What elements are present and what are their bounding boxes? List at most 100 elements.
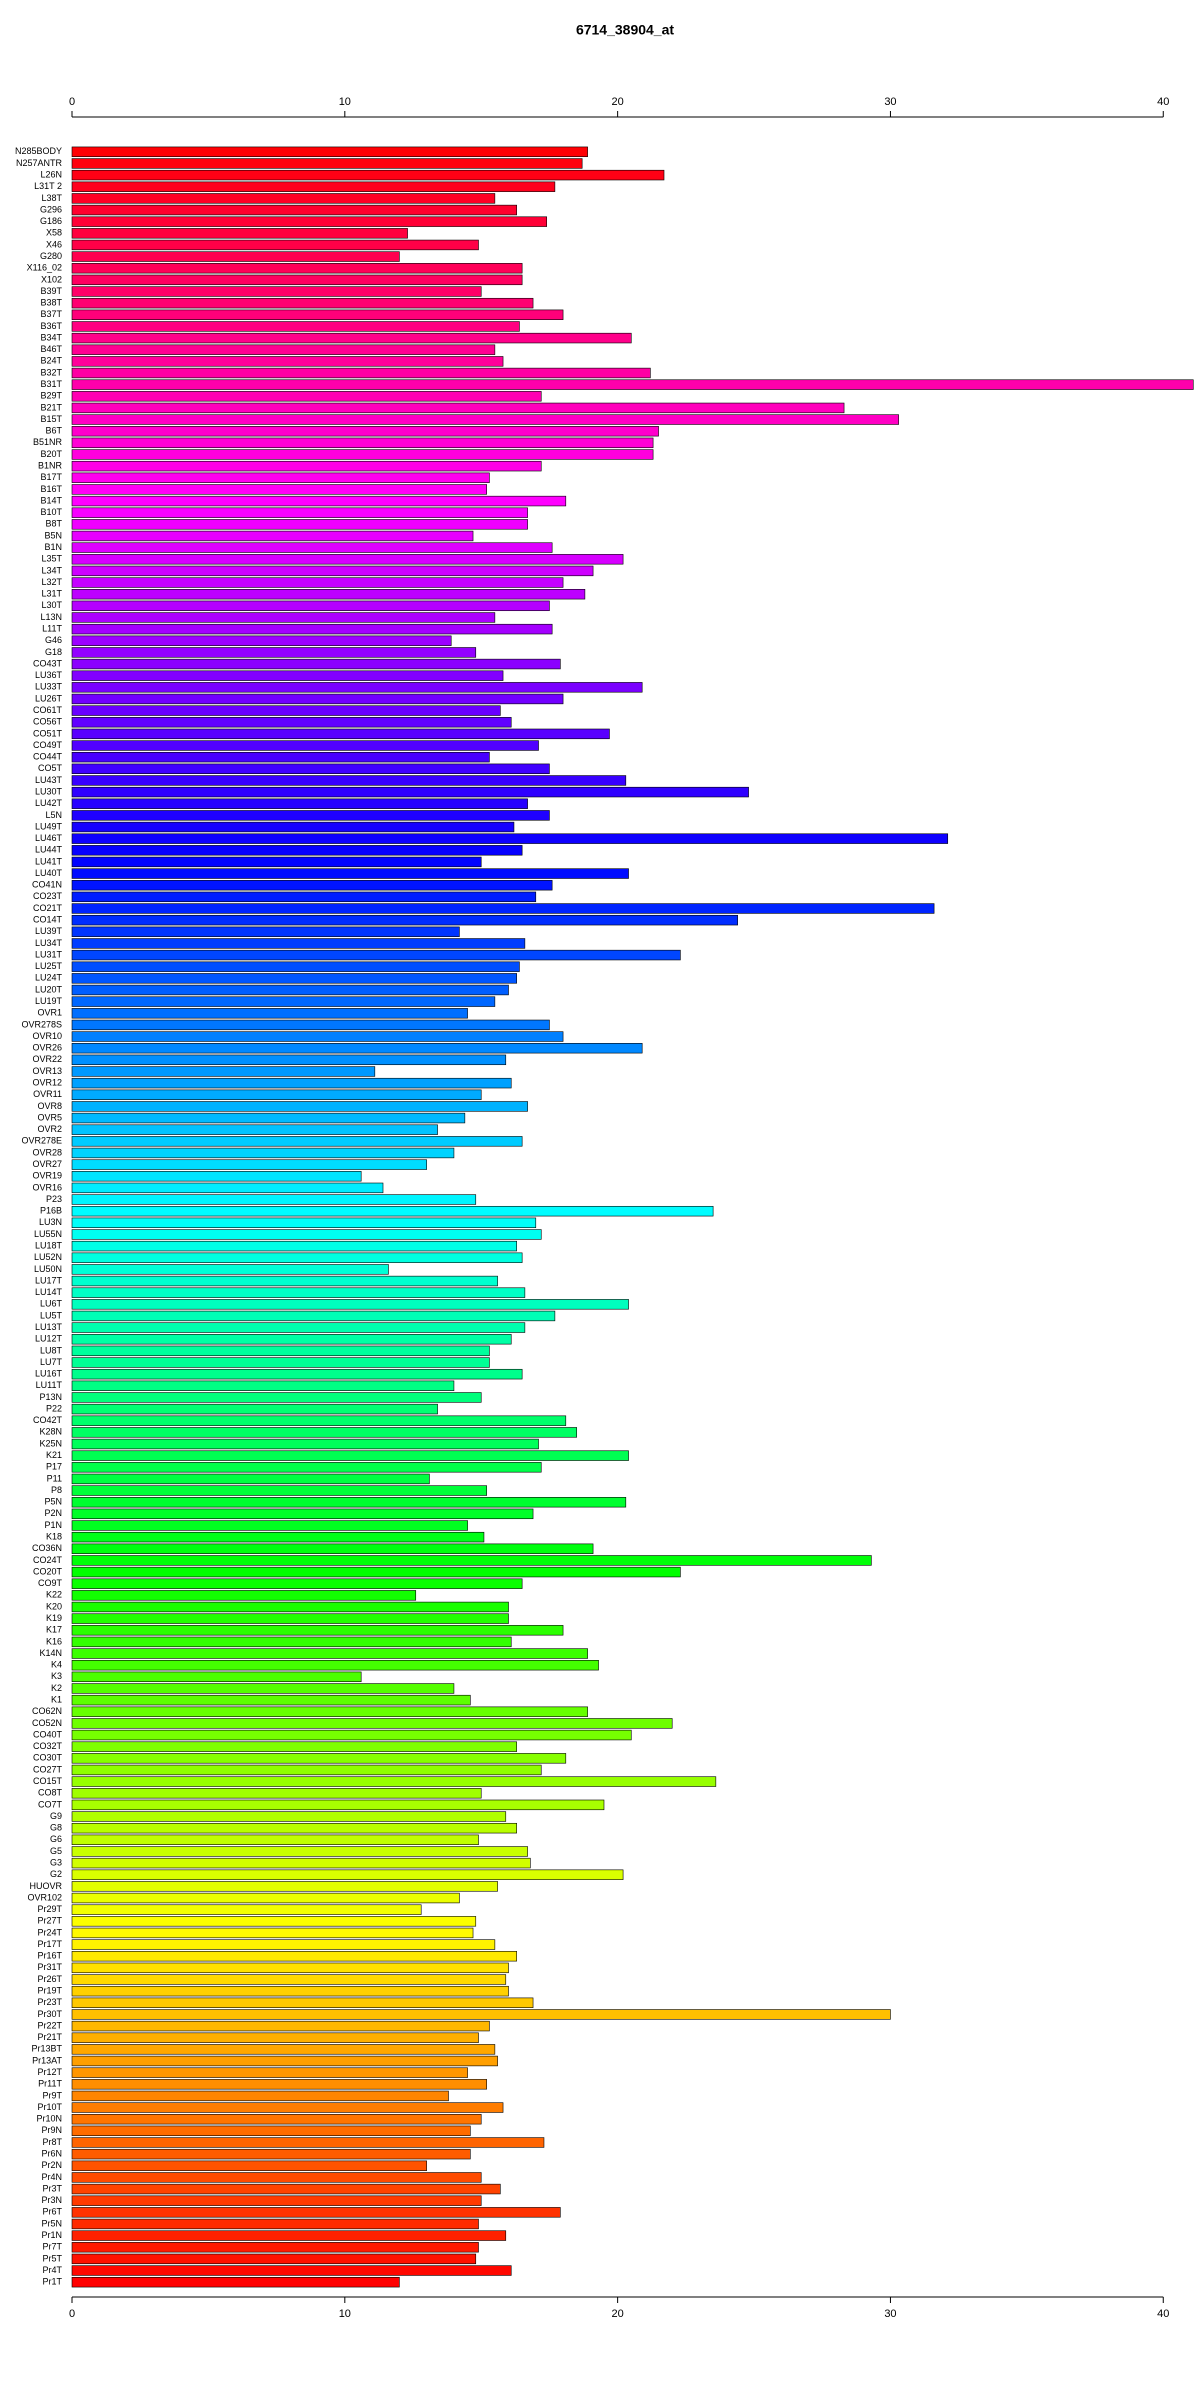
y-tick-label: Pr5T <box>42 2253 62 2263</box>
bar <box>71 821 515 833</box>
y-tick-label: B24T <box>40 356 62 366</box>
y-tick-label: OVR26 <box>32 1043 62 1053</box>
bar <box>71 1473 430 1485</box>
bar <box>71 2183 501 2195</box>
bar <box>71 1089 482 1100</box>
y-tick-label: LU25T <box>35 961 63 971</box>
y-tick-label: CO49T <box>33 740 63 750</box>
bar <box>71 2090 449 2102</box>
bar <box>71 216 547 227</box>
bar <box>71 1799 605 1811</box>
y-tick-label: LU44T <box>35 845 63 855</box>
y-tick-label: Pr8T <box>42 2137 62 2147</box>
bar <box>71 740 539 751</box>
bar <box>71 263 523 274</box>
y-tick-label: K1 <box>51 1694 62 1704</box>
y-tick-label: Pr13AT <box>32 2055 62 2065</box>
y-tick-label: K28N <box>39 1427 62 1437</box>
bar <box>71 1764 542 1776</box>
y-tick-label: B8T <box>45 519 62 529</box>
y-tick-label: N257ANTR <box>16 158 63 168</box>
bar <box>71 449 654 460</box>
y-tick-label: Pr10N <box>36 2114 62 2124</box>
bar <box>71 1077 512 1089</box>
bar <box>71 1811 507 1822</box>
bar <box>71 1660 599 1671</box>
bar <box>71 763 550 774</box>
bar <box>71 635 452 646</box>
bar <box>71 1124 438 1135</box>
bar <box>71 1741 517 1752</box>
bar <box>71 169 665 181</box>
y-tick-label: Pr27T <box>37 1916 62 1926</box>
bar <box>71 426 659 437</box>
y-tick-label: Pr11T <box>38 2079 62 2089</box>
bar <box>71 274 523 286</box>
bar <box>71 1403 438 1415</box>
bar <box>71 1450 629 1461</box>
y-tick-label: G5 <box>50 1846 62 1856</box>
y-tick-label: B21T <box>40 402 62 412</box>
x-tick-label: 40 <box>1157 96 1169 108</box>
y-tick-label: B15T <box>40 414 62 424</box>
bar <box>71 1031 564 1042</box>
bar <box>71 1438 539 1450</box>
y-tick-label: L31T <box>41 589 62 599</box>
bar <box>71 2125 471 2137</box>
y-tick-label: CO62N <box>32 1706 62 1716</box>
bar <box>71 309 564 320</box>
y-tick-label: P1N <box>44 1520 62 1530</box>
bar <box>71 1275 498 1287</box>
bar <box>71 1834 479 1845</box>
y-tick-label: X46 <box>46 239 62 249</box>
bar <box>71 1310 556 1322</box>
y-tick-label: K17 <box>46 1625 62 1635</box>
bar <box>71 1613 509 1624</box>
y-tick-label: L34T <box>41 565 62 575</box>
y-tick-label: LU26T <box>35 693 63 703</box>
bar <box>71 891 537 903</box>
y-tick-label: P22 <box>46 1403 62 1413</box>
bar <box>71 682 643 693</box>
bar <box>71 1881 498 1892</box>
bar <box>71 1776 717 1787</box>
y-tick-label: L5N <box>45 810 62 820</box>
y-tick-label: B1NR <box>38 461 63 471</box>
y-tick-label: CO7T <box>38 1799 63 1809</box>
bar <box>71 658 561 670</box>
y-tick-label: LU49T <box>35 821 63 831</box>
y-tick-label: G2 <box>50 1869 62 1879</box>
y-tick-label: B39T <box>40 286 62 296</box>
y-tick-label: K4 <box>51 1660 62 1670</box>
bar <box>71 402 845 414</box>
y-tick-label: CO32T <box>33 1741 63 1751</box>
y-tick-label: LU16T <box>35 1369 63 1379</box>
y-tick-label: OVR16 <box>32 1182 62 1192</box>
bar <box>71 1625 564 1636</box>
bar <box>71 2218 479 2230</box>
y-tick-label: G6 <box>50 1834 62 1844</box>
bar <box>71 717 512 728</box>
y-tick-label: X116_02 <box>27 263 62 273</box>
bar <box>71 1683 455 1694</box>
bar <box>71 495 567 507</box>
bar <box>71 1229 542 1240</box>
bar <box>71 193 496 204</box>
bar <box>71 1462 542 1473</box>
y-tick-label: LU3N <box>39 1217 62 1227</box>
bar <box>71 1997 534 2008</box>
bar <box>71 391 542 402</box>
y-tick-label: CO51T <box>33 728 63 738</box>
y-tick-label: Pr17T <box>37 1939 62 1949</box>
bar <box>71 1671 362 1683</box>
y-tick-label: B16T <box>40 484 62 494</box>
y-tick-label: Pr29T <box>37 1904 62 1914</box>
y-tick-label: OVR12 <box>32 1078 62 1088</box>
y-tick-label: P16B <box>40 1206 62 1216</box>
bar <box>71 530 474 542</box>
y-tick-label: G8 <box>50 1823 62 1833</box>
x-tick-label: 20 <box>612 2308 624 2320</box>
bar <box>71 1729 632 1741</box>
y-tick-label: B6T <box>45 426 62 436</box>
bar <box>71 2137 545 2148</box>
